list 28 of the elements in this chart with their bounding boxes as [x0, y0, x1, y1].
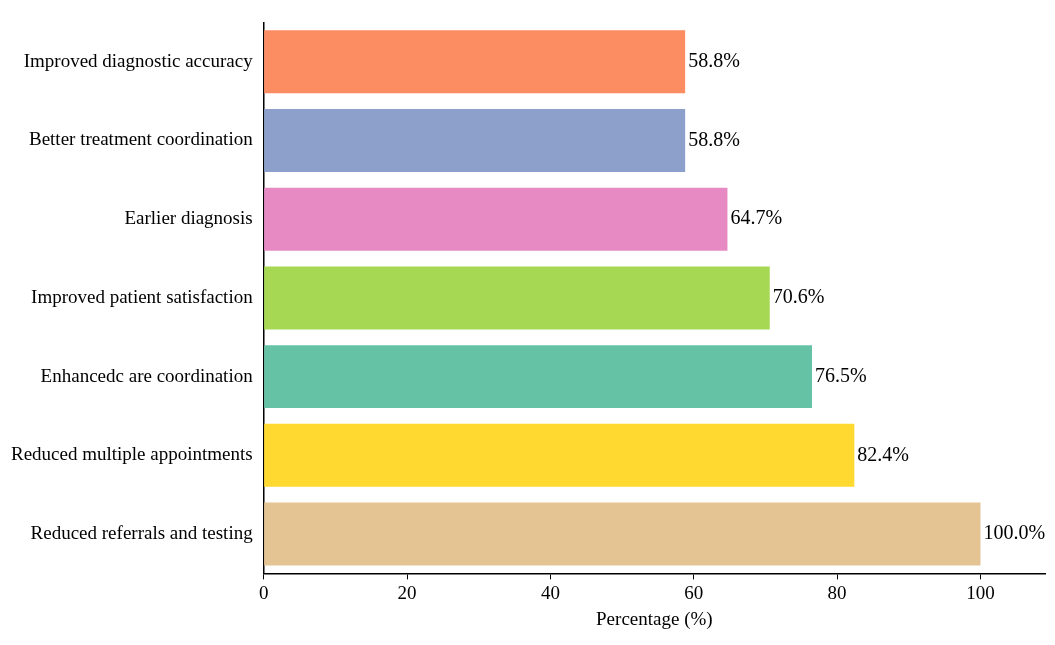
- data-label: 70.6%: [772, 285, 825, 308]
- data-label: 58.8%: [688, 127, 740, 150]
- data-label: 64.7%: [730, 206, 783, 229]
- bar: [264, 266, 770, 330]
- x-tick-label: 20: [397, 581, 417, 603]
- y-tick-label: Enhancedc are coordination: [40, 364, 254, 386]
- y-tick-label: Improved patient satisfaction: [31, 285, 254, 307]
- bar: [264, 423, 855, 487]
- bar: [264, 187, 728, 251]
- x-tick-label: 40: [540, 581, 560, 603]
- x-tick-label: 100: [966, 581, 995, 603]
- x-axis-title: Percentage (%): [596, 607, 713, 630]
- y-tick-label: Earlier diagnosis: [124, 207, 253, 229]
- x-tick-label: 0: [258, 581, 269, 603]
- bar: [264, 502, 981, 566]
- data-label: 82.4%: [857, 442, 909, 465]
- y-tick-label: Reduced referrals and testing: [30, 522, 254, 544]
- data-label: 100.0%: [983, 521, 1046, 544]
- bar: [264, 30, 686, 94]
- y-tick-label: Better treatment coordination: [28, 128, 254, 150]
- x-tick-label: 80: [827, 581, 847, 603]
- bar: [264, 345, 813, 409]
- data-label: 76.5%: [815, 363, 867, 386]
- y-tick-label: Reduced multiple appointments: [10, 443, 253, 465]
- data-label: 58.8%: [688, 49, 740, 72]
- bar: [264, 108, 686, 172]
- y-tick-label: Improved diagnostic accuracy: [23, 49, 254, 71]
- x-tick-label: 60: [684, 581, 704, 603]
